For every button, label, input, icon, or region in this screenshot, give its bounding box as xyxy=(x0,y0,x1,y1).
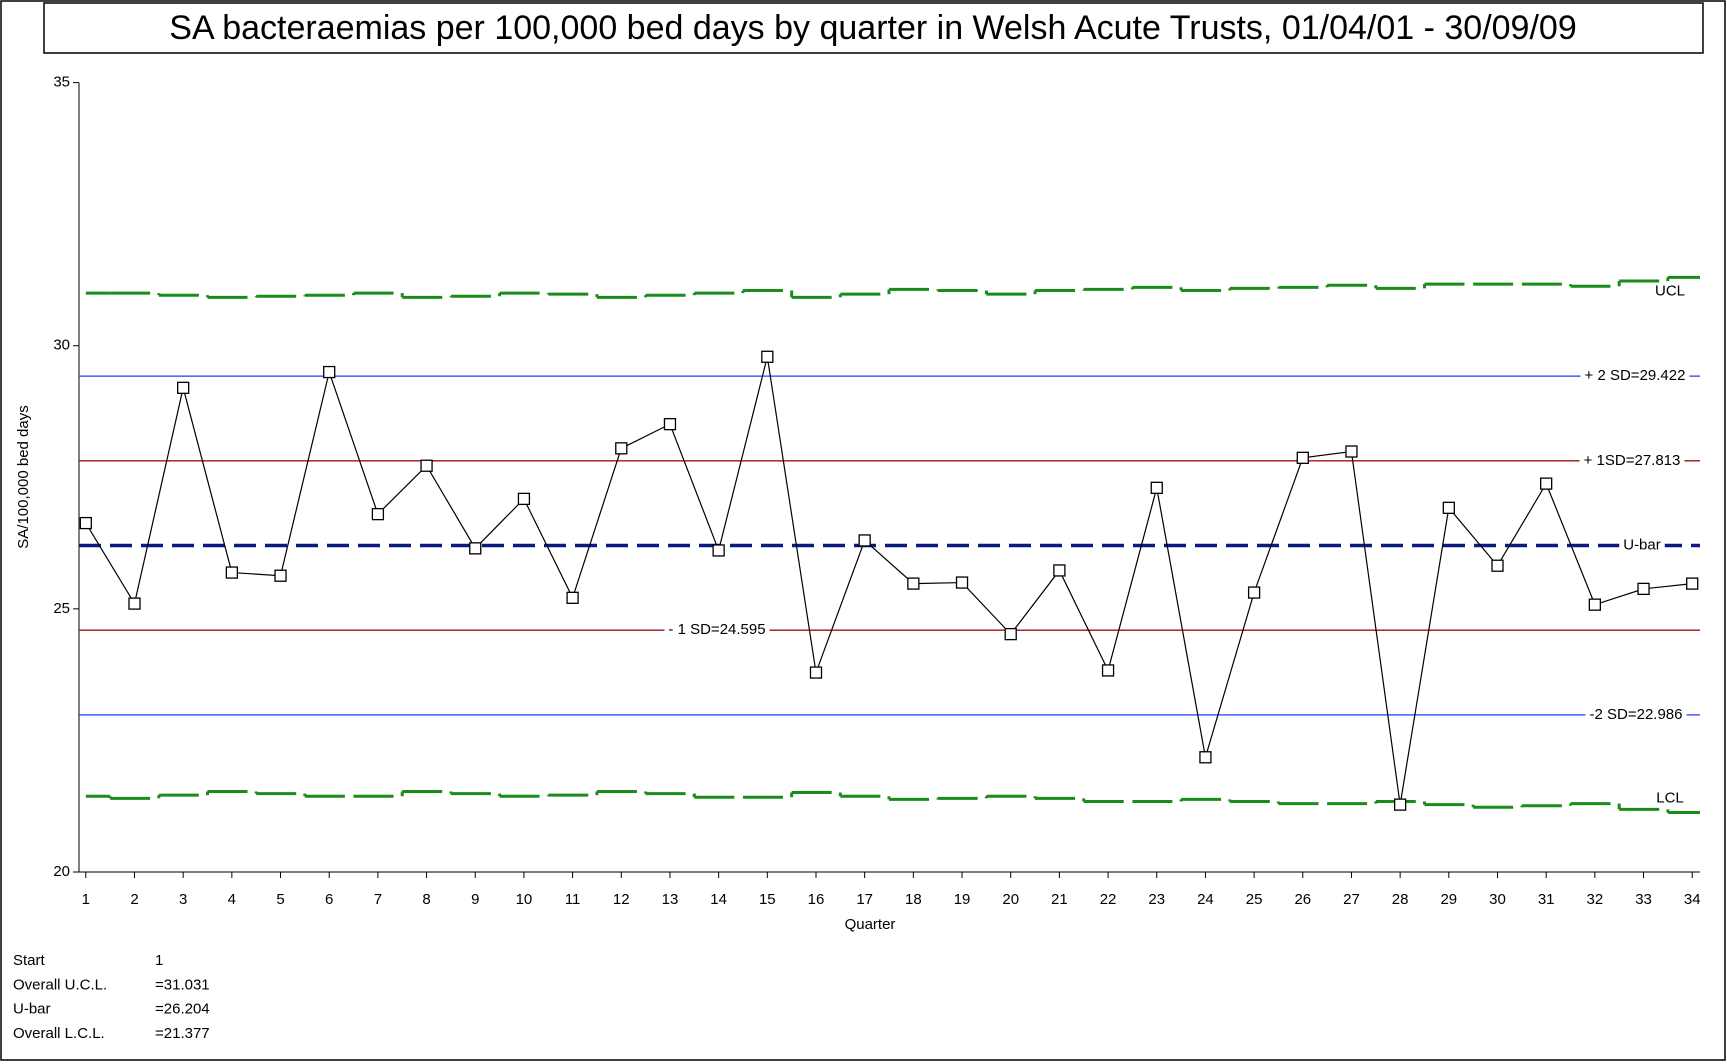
data-line xyxy=(85,356,1693,805)
label-bg xyxy=(1579,451,1685,469)
data-point xyxy=(955,576,969,589)
x-tick-label: 10 xyxy=(516,891,533,908)
sd-label: + 2 SD=29.422 xyxy=(1585,367,1686,384)
x-tick-label: 12 xyxy=(613,891,630,908)
x-tick-label: 1 xyxy=(82,891,90,908)
data-point xyxy=(1442,501,1455,514)
x-tick-label: 17 xyxy=(856,891,873,908)
limit-label: LCL xyxy=(1656,790,1684,807)
y-tick-label: 25 xyxy=(53,600,70,617)
label-bg xyxy=(1585,705,1687,723)
limit-label: UCL xyxy=(1655,282,1685,299)
stat-value: =26.204 xyxy=(155,1001,210,1018)
sd-label: U-bar xyxy=(1623,536,1661,553)
x-tick-label: 32 xyxy=(1587,891,1604,908)
x-tick-label: 29 xyxy=(1440,891,1457,908)
x-tick-label: 25 xyxy=(1246,891,1263,908)
x-tick-label: 21 xyxy=(1051,891,1068,908)
x-tick-label: 16 xyxy=(808,891,825,908)
data-point xyxy=(1150,481,1163,494)
data-point xyxy=(1345,445,1358,458)
chart-title: SA bacteraemias per 100,000 bed days by … xyxy=(169,9,1576,47)
x-tick-label: 18 xyxy=(905,891,922,908)
y-tick-label: 20 xyxy=(53,863,70,880)
x-tick-label: 2 xyxy=(130,891,138,908)
data-point xyxy=(1199,751,1212,764)
x-tick-label: 26 xyxy=(1294,891,1311,908)
title-box xyxy=(43,2,1704,54)
x-tick-label: 19 xyxy=(954,891,971,908)
stat-label: Overall L.C.L. xyxy=(13,1025,105,1042)
x-tick-label: 13 xyxy=(662,891,679,908)
x-tick-label: 5 xyxy=(276,891,284,908)
x-tick-label: 27 xyxy=(1343,891,1360,908)
x-tick-label: 7 xyxy=(374,891,382,908)
x-axis-label: Quarter xyxy=(845,916,896,933)
sd-label: - 1 SD=24.595 xyxy=(668,621,765,638)
data-point xyxy=(1491,559,1504,572)
x-tick-label: 28 xyxy=(1392,891,1409,908)
data-point xyxy=(1637,582,1650,596)
x-tick-label: 23 xyxy=(1148,891,1165,908)
data-point xyxy=(712,544,725,557)
data-point xyxy=(1686,577,1699,590)
sd-label: -2 SD=22.986 xyxy=(1590,706,1683,723)
x-tick-label: 9 xyxy=(471,891,479,908)
x-tick-label: 8 xyxy=(422,891,430,908)
data-point xyxy=(469,542,482,555)
data-point xyxy=(1588,598,1602,611)
x-tick-label: 20 xyxy=(1002,891,1019,908)
x-tick-label: 30 xyxy=(1489,891,1506,908)
label-bg xyxy=(1619,536,1665,554)
data-point xyxy=(1540,477,1553,490)
x-tick-label: 14 xyxy=(710,891,727,908)
x-tick-label: 22 xyxy=(1100,891,1117,908)
stat-label: Start xyxy=(13,952,46,969)
data-point xyxy=(79,516,92,530)
x-tick-label: 15 xyxy=(759,891,776,908)
y-axis-label: SA/100,000 bed days xyxy=(15,405,32,548)
data-point xyxy=(663,417,677,431)
label-bg xyxy=(1580,367,1690,385)
data-point xyxy=(177,381,190,394)
x-tick-label: 33 xyxy=(1635,891,1652,908)
data-point xyxy=(323,365,336,379)
x-tick-label: 24 xyxy=(1197,891,1214,908)
x-tick-label: 31 xyxy=(1538,891,1555,908)
data-point xyxy=(1101,664,1115,677)
data-point xyxy=(761,350,774,363)
x-tick-label: 34 xyxy=(1684,891,1701,908)
data-point xyxy=(517,492,531,506)
data-point xyxy=(1296,451,1309,464)
x-tick-label: 11 xyxy=(565,891,581,908)
x-tick-label: 3 xyxy=(179,891,187,908)
x-tick-label: 4 xyxy=(228,891,236,908)
data-point xyxy=(809,666,823,679)
stat-label: U-bar xyxy=(13,1001,51,1018)
data-point xyxy=(566,591,579,604)
y-tick-label: 30 xyxy=(53,337,70,354)
stat-value: 1 xyxy=(155,952,163,969)
data-point xyxy=(1053,564,1066,577)
data-point xyxy=(1247,586,1261,599)
label-bg xyxy=(664,621,770,639)
stat-label: Overall U.C.L. xyxy=(13,976,107,993)
data-point xyxy=(1393,798,1407,811)
data-point xyxy=(907,577,920,590)
data-point xyxy=(225,566,239,579)
data-point xyxy=(420,459,433,472)
stat-value: =31.031 xyxy=(155,976,210,993)
stat-value: =21.377 xyxy=(155,1025,210,1042)
y-tick-label: 35 xyxy=(53,74,70,91)
data-point xyxy=(274,569,287,582)
data-point xyxy=(371,507,385,521)
data-point xyxy=(1004,627,1017,641)
data-point xyxy=(858,534,871,547)
data-point xyxy=(615,442,628,455)
data-point xyxy=(128,597,141,610)
sd-label: + 1SD=27.813 xyxy=(1584,452,1681,469)
x-tick-label: 6 xyxy=(325,891,333,908)
